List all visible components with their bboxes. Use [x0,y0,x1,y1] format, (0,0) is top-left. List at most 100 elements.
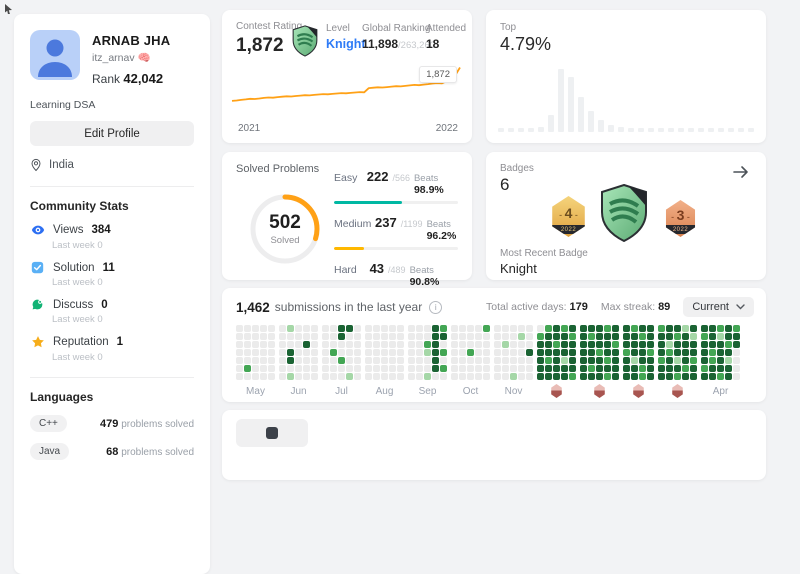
heatmap-cell[interactable] [647,349,654,356]
heatmap-cell[interactable] [658,357,665,364]
heatmap-cell[interactable] [354,365,361,372]
heatmap-cell[interactable] [561,341,568,348]
heatmap-cell[interactable] [639,365,646,372]
heatmap-cell[interactable] [545,325,552,332]
heatmap-cell[interactable] [733,349,740,356]
heatmap-cell[interactable] [330,373,337,380]
heatmap-cell[interactable] [424,365,431,372]
heatmap-cell[interactable] [451,341,458,348]
heatmap-cell[interactable] [338,373,345,380]
heatmap-cell[interactable] [389,349,396,356]
heatmap-cell[interactable] [322,333,329,340]
heatmap-cell[interactable] [451,333,458,340]
heatmap-cell[interactable] [545,341,552,348]
heatmap-cell[interactable] [733,341,740,348]
heatmap-cell[interactable] [475,341,482,348]
heatmap-cell[interactable] [397,349,404,356]
heatmap-cell[interactable] [322,365,329,372]
heatmap-cell[interactable] [416,349,423,356]
heatmap-cell[interactable] [502,357,509,364]
heatmap-cell[interactable] [690,333,697,340]
heatmap-cell[interactable] [631,349,638,356]
heatmap-cell[interactable] [346,373,353,380]
heatmap-cell[interactable] [545,357,552,364]
heatmap-cell[interactable] [475,365,482,372]
heatmap-cell[interactable] [459,333,466,340]
heatmap-cell[interactable] [432,325,439,332]
heatmap-cell[interactable] [459,325,466,332]
heatmap-cell[interactable] [666,373,673,380]
heatmap-cell[interactable] [451,365,458,372]
heatmap-cell[interactable] [666,349,673,356]
heatmap-cell[interactable] [701,341,708,348]
heatmap-cell[interactable] [287,349,294,356]
heatmap-cell[interactable] [639,373,646,380]
heatmap-cell[interactable] [526,357,533,364]
heatmap-cell[interactable] [725,333,732,340]
heatmap-cell[interactable] [252,333,259,340]
heatmap-cell[interactable] [666,357,673,364]
monthly-badge-icon[interactable] [594,384,605,398]
heatmap-cell[interactable] [690,365,697,372]
heatmap-cell[interactable] [717,325,724,332]
heatmap-cell[interactable] [373,357,380,364]
heatmap-cell[interactable] [580,325,587,332]
heatmap-cell[interactable] [252,325,259,332]
tab-recent-ac[interactable] [236,419,308,447]
heatmap-cell[interactable] [647,357,654,364]
heatmap-cell[interactable] [432,341,439,348]
heatmap-cell[interactable] [303,373,310,380]
heatmap-cell[interactable] [674,349,681,356]
heatmap-cell[interactable] [612,365,619,372]
heatmap-cell[interactable] [354,357,361,364]
heatmap-cell[interactable] [381,373,388,380]
heatmap-cell[interactable] [631,325,638,332]
heatmap-cell[interactable] [569,325,576,332]
heatmap-cell[interactable] [709,349,716,356]
heatmap-cell[interactable] [701,325,708,332]
heatmap-cell[interactable] [432,365,439,372]
heatmap-cell[interactable] [303,325,310,332]
heatmap-cell[interactable] [553,357,560,364]
heatmap-cell[interactable] [459,349,466,356]
heatmap-cell[interactable] [596,349,603,356]
heatmap-cell[interactable] [373,333,380,340]
heatmap-cell[interactable] [475,357,482,364]
heatmap-cell[interactable] [537,365,544,372]
heatmap-cell[interactable] [346,341,353,348]
heatmap-cell[interactable] [526,333,533,340]
annual-badge-4[interactable]: 4 2022 [552,196,585,237]
heatmap-cell[interactable] [483,333,490,340]
heatmap-cell[interactable] [467,365,474,372]
heatmap-cell[interactable] [244,341,251,348]
heatmap-cell[interactable] [494,357,501,364]
heatmap-cell[interactable] [709,341,716,348]
heatmap-cell[interactable] [588,325,595,332]
heatmap-cell[interactable] [416,341,423,348]
heatmap-cell[interactable] [440,333,447,340]
heatmap-cell[interactable] [381,349,388,356]
heatmap-cell[interactable] [717,357,724,364]
heatmap-cell[interactable] [553,333,560,340]
heatmap-cell[interactable] [604,357,611,364]
heatmap-cell[interactable] [588,357,595,364]
heatmap-cell[interactable] [244,357,251,364]
heatmap-cell[interactable] [322,341,329,348]
heatmap-cell[interactable] [440,349,447,356]
heatmap-cell[interactable] [381,325,388,332]
heatmap-cell[interactable] [631,373,638,380]
heatmap-cell[interactable] [518,325,525,332]
heatmap-cell[interactable] [631,333,638,340]
heatmap-cell[interactable] [330,325,337,332]
heatmap-cell[interactable] [553,325,560,332]
heatmap-cell[interactable] [287,365,294,372]
heatmap-cell[interactable] [569,333,576,340]
heatmap-cell[interactable] [424,373,431,380]
heatmap-cell[interactable] [502,325,509,332]
heatmap-cell[interactable] [561,373,568,380]
heatmap-cell[interactable] [537,341,544,348]
heatmap-cell[interactable] [717,341,724,348]
heatmap-cell[interactable] [580,349,587,356]
heatmap-cell[interactable] [424,333,431,340]
heatmap-cell[interactable] [295,333,302,340]
